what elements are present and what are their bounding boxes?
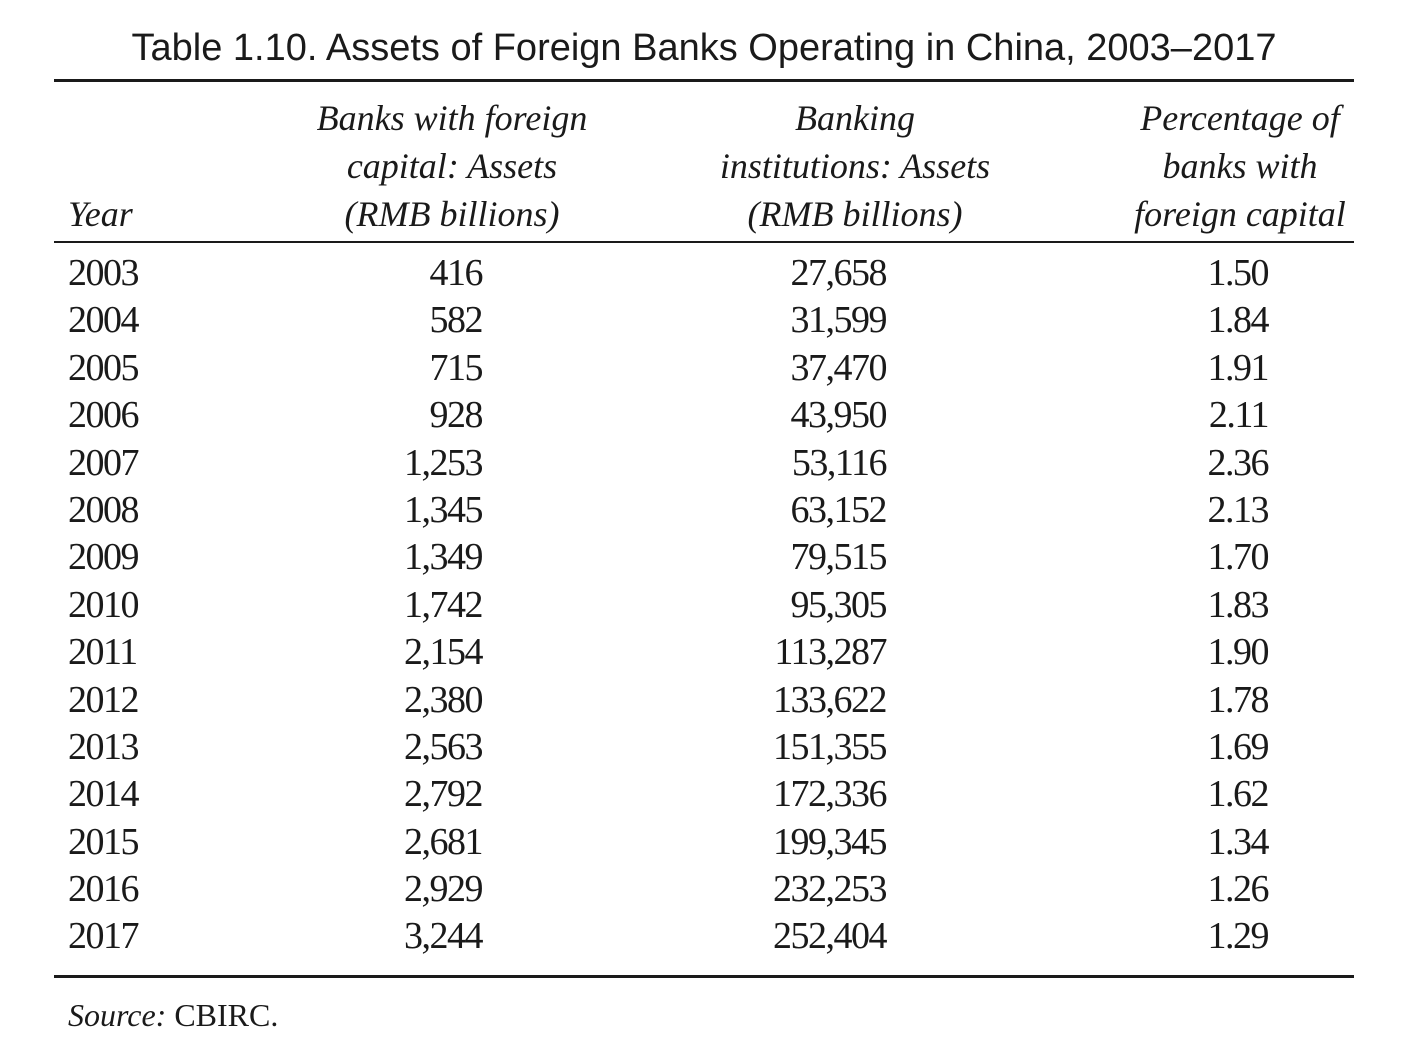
cell-institution-assets: 95,305	[790, 583, 888, 626]
cell-foreign-assets: 416	[429, 252, 484, 294]
bottom-rule	[54, 975, 1354, 978]
cell-institution-assets: 252,404	[773, 915, 888, 958]
cell-percentage: 1.62	[1207, 773, 1270, 816]
cell-percentage: 1.78	[1207, 678, 1270, 721]
header-year-label: Year	[68, 194, 133, 234]
cell-institution-assets: 27,658	[790, 252, 888, 294]
cell-year: 2013	[68, 725, 140, 768]
cell-year: 2011	[68, 631, 138, 674]
table-row: 2017 3,244 252,404 1.29	[0, 913, 1408, 960]
cell-foreign-assets: 1,345	[404, 488, 484, 531]
table-row: 2008 1,345 63,152 2.13	[0, 487, 1408, 534]
header-percentage-line: foreign capital	[1134, 194, 1346, 234]
cell-institution-assets: 133,622	[773, 678, 888, 721]
cell-foreign-assets: 582	[429, 299, 484, 342]
header-foreign-assets-line: Banks with foreign	[316, 98, 588, 138]
header-institution-assets-line: (RMB billions)	[747, 194, 963, 234]
cell-foreign-assets: 715	[429, 346, 484, 389]
cell-year: 2003	[68, 252, 140, 294]
source-text: CBIRC.	[166, 997, 279, 1033]
cell-percentage: 1.34	[1207, 820, 1270, 863]
cell-year: 2010	[68, 583, 140, 626]
cell-institution-assets: 172,336	[773, 773, 888, 816]
table-title: Table 1.10. Assets of Foreign Banks Oper…	[131, 27, 1277, 69]
cell-year: 2014	[68, 773, 140, 816]
cell-percentage: 1.50	[1207, 252, 1270, 294]
header-rule	[54, 241, 1354, 243]
header-year: Year	[68, 90, 268, 238]
cell-year: 2007	[68, 441, 140, 484]
cell-institution-assets: 43,950	[790, 394, 888, 437]
cell-year: 2006	[68, 394, 140, 437]
cell-percentage: 1.84	[1207, 299, 1270, 342]
header-institution-assets-line: Banking	[795, 98, 915, 138]
cell-institution-assets: 31,599	[790, 299, 888, 342]
table-body: 2003 416 27,658 1.50 2004 582 31,599 1.8…	[0, 250, 1408, 961]
table-row: 2009 1,349 79,515 1.70	[0, 534, 1408, 581]
cell-percentage: 1.69	[1207, 725, 1270, 768]
cell-year: 2009	[68, 536, 140, 579]
header-foreign-assets-line: capital: Assets	[346, 146, 558, 186]
cell-percentage: 2.36	[1207, 441, 1270, 484]
cell-year: 2004	[68, 299, 140, 342]
cell-year: 2008	[68, 488, 140, 531]
cell-foreign-assets: 2,681	[404, 820, 484, 863]
header-foreign-assets: Banks with foreign capital: Assets (RMB …	[252, 90, 652, 238]
table-row: 2006 928 43,950 2.11	[0, 392, 1408, 439]
cell-percentage: 1.91	[1207, 346, 1270, 389]
cell-percentage: 2.11	[1208, 394, 1270, 437]
table-row: 2014 2,792 172,336 1.62	[0, 771, 1408, 818]
table-row: 2015 2,681 199,345 1.34	[0, 819, 1408, 866]
header-institution-assets: Banking institutions: Assets (RMB billio…	[655, 90, 1055, 238]
top-rule	[54, 79, 1354, 82]
cell-year: 2017	[68, 915, 140, 958]
cell-percentage: 1.83	[1207, 583, 1270, 626]
cell-foreign-assets: 2,563	[404, 725, 484, 768]
table-row: 2010 1,742 95,305 1.83	[0, 582, 1408, 629]
cell-year: 2016	[68, 868, 140, 911]
table-row: 2004 582 31,599 1.84	[0, 297, 1408, 344]
table-row: 2003 416 27,658 1.50	[0, 250, 1408, 297]
header-foreign-assets-line: (RMB billions)	[344, 194, 560, 234]
table-row: 2012 2,380 133,622 1.78	[0, 677, 1408, 724]
cell-institution-assets: 53,116	[791, 441, 888, 484]
cell-foreign-assets: 1,253	[404, 441, 484, 484]
cell-institution-assets: 79,515	[790, 536, 888, 579]
header-percentage: Percentage of banks with foreign capital	[1080, 90, 1400, 238]
cell-foreign-assets: 3,244	[404, 915, 484, 958]
cell-institution-assets: 232,253	[773, 868, 888, 911]
cell-institution-assets: 63,152	[790, 488, 888, 531]
header-percentage-line: banks with	[1162, 146, 1318, 186]
table-row: 2007 1,253 53,116 2.36	[0, 440, 1408, 487]
cell-percentage: 1.29	[1207, 915, 1270, 958]
table-row: 2013 2,563 151,355 1.69	[0, 724, 1408, 771]
table-row: 2011 2,154 113,287 1.90	[0, 629, 1408, 676]
cell-foreign-assets: 1,742	[404, 583, 484, 626]
cell-year: 2015	[68, 820, 140, 863]
cell-institution-assets: 37,470	[790, 346, 888, 389]
cell-percentage: 2.13	[1207, 488, 1270, 531]
cell-foreign-assets: 2,380	[404, 678, 484, 721]
cell-foreign-assets: 2,154	[404, 631, 484, 674]
cell-percentage: 1.26	[1207, 868, 1270, 911]
cell-foreign-assets: 2,792	[404, 773, 484, 816]
source-label: Source:	[68, 997, 167, 1033]
cell-institution-assets: 151,355	[773, 725, 888, 768]
cell-institution-assets: 113,287	[774, 631, 887, 674]
header-institution-assets-line: institutions: Assets	[719, 146, 991, 186]
source-note: Source: CBIRC.	[68, 993, 278, 1037]
cell-foreign-assets: 928	[429, 394, 484, 437]
table-row: 2005 715 37,470 1.91	[0, 345, 1408, 392]
table-row: 2016 2,929 232,253 1.26	[0, 866, 1408, 913]
cell-year: 2005	[68, 346, 140, 389]
cell-foreign-assets: 1,349	[404, 536, 484, 579]
cell-percentage: 1.70	[1207, 536, 1270, 579]
cell-percentage: 1.90	[1207, 631, 1270, 674]
cell-foreign-assets: 2,929	[404, 868, 484, 911]
header-percentage-line: Percentage of	[1140, 98, 1340, 138]
cell-year: 2012	[68, 678, 140, 721]
cell-institution-assets: 199,345	[773, 820, 888, 863]
